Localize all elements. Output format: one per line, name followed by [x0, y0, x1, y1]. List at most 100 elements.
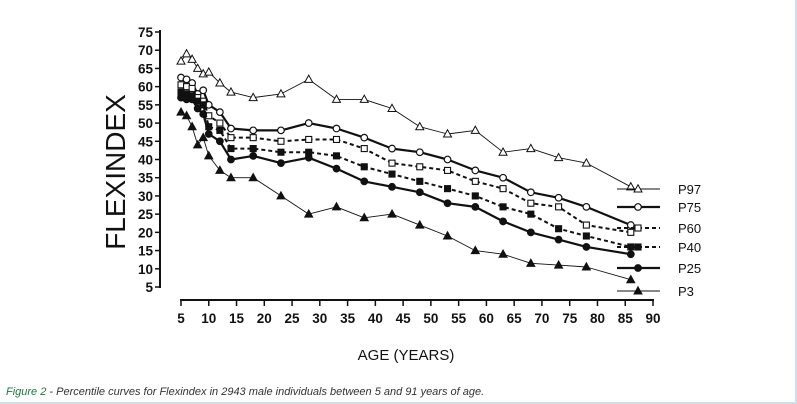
data-point [555, 225, 563, 233]
x-tick-label: 25 [285, 311, 301, 326]
figure-caption: Figure 2 - Percentile curves for Flexind… [6, 386, 484, 398]
axes: 5 10 15 20 25 30 35 40 45 50 55 60 65 70 75 5 10 15 20 25 30… [138, 25, 661, 326]
y-tick-label: 70 [138, 43, 153, 58]
data-point [331, 201, 342, 211]
y-tick-label: 40 [138, 153, 153, 168]
data-point [226, 172, 236, 182]
data-point [193, 104, 202, 113]
legend-label: P75 [678, 200, 701, 215]
data-point [470, 245, 481, 255]
data-point [332, 135, 341, 144]
data-point [227, 134, 235, 142]
legend-item-p40: P40 [617, 240, 701, 255]
data-point [215, 137, 224, 146]
x-tick-label: 15 [229, 311, 245, 326]
data-point [199, 101, 207, 109]
data-point [227, 155, 235, 164]
data-point [442, 230, 453, 240]
data-point [555, 203, 563, 211]
data-point [634, 224, 642, 232]
data-point [499, 185, 507, 193]
y-tick-label: 65 [138, 61, 154, 76]
data-point [634, 264, 642, 272]
series-line [180, 111, 631, 281]
data-point [199, 110, 208, 118]
data-point [527, 199, 535, 207]
data-point [581, 157, 592, 167]
data-point [249, 126, 258, 135]
data-point [525, 143, 536, 153]
data-point [582, 202, 591, 211]
data-point [276, 190, 286, 200]
data-point [181, 110, 192, 120]
data-point [442, 128, 453, 138]
data-point [303, 74, 314, 83]
data-point [215, 108, 224, 117]
x-tick-label: 55 [451, 311, 467, 326]
data-point [215, 165, 225, 174]
data-point [332, 124, 341, 133]
data-point [388, 170, 396, 178]
data-point [582, 221, 590, 229]
x-tick-label: 70 [534, 311, 549, 326]
caption-label: Figure 2 [6, 386, 47, 398]
x-tick-label: 10 [201, 311, 216, 326]
series-p60 [177, 81, 635, 236]
data-point [443, 155, 452, 164]
y-tick-label: 30 [138, 189, 153, 204]
data-point [227, 124, 235, 133]
data-point [332, 164, 341, 173]
legend-label: P97 [678, 182, 701, 197]
y-tick-label: 20 [138, 225, 153, 240]
data-point [525, 258, 536, 267]
data-point [359, 94, 370, 103]
data-point [498, 146, 508, 156]
data-point [360, 145, 368, 153]
y-tick-label: 50 [138, 116, 153, 131]
data-point [626, 221, 635, 229]
data-point [388, 159, 396, 167]
data-point [216, 126, 224, 134]
data-point [416, 177, 424, 185]
x-tick-label: 75 [562, 311, 578, 326]
x-tick-label: 60 [479, 311, 494, 326]
y-tick-label: 45 [138, 134, 154, 149]
data-point [198, 132, 209, 142]
series-line [180, 76, 632, 227]
legend-item-p75: P75 [617, 200, 701, 215]
data-point [188, 95, 197, 104]
data-point [554, 235, 563, 244]
data-point [203, 66, 214, 76]
y-tick-label: 60 [138, 80, 153, 95]
data-point [249, 151, 258, 160]
series-p75 [177, 73, 635, 229]
data-point [303, 208, 314, 218]
x-tick-label: 40 [368, 311, 383, 326]
data-point [304, 119, 313, 127]
data-point [249, 145, 257, 153]
data-point [443, 199, 452, 208]
data-point [527, 210, 535, 218]
legend: P97 P75 P60 P40 P25 P3 [617, 182, 701, 299]
data-point [625, 181, 636, 191]
data-point [581, 261, 592, 271]
data-point [582, 243, 591, 251]
data-point [277, 148, 285, 156]
data-point [416, 163, 424, 171]
data-point [414, 219, 425, 229]
data-point [499, 203, 507, 211]
data-point [471, 166, 480, 175]
data-point [470, 125, 481, 134]
data-point [248, 172, 259, 182]
data-point [625, 274, 636, 284]
data-point [634, 203, 642, 211]
data-point [626, 250, 635, 259]
data-point [277, 137, 285, 145]
data-point [388, 182, 396, 191]
y-tick-label: 35 [138, 171, 154, 186]
y-tick-label: 75 [138, 25, 154, 40]
legend-item-p97: P97 [617, 182, 701, 197]
data-point [176, 55, 186, 65]
data-point [526, 188, 535, 197]
